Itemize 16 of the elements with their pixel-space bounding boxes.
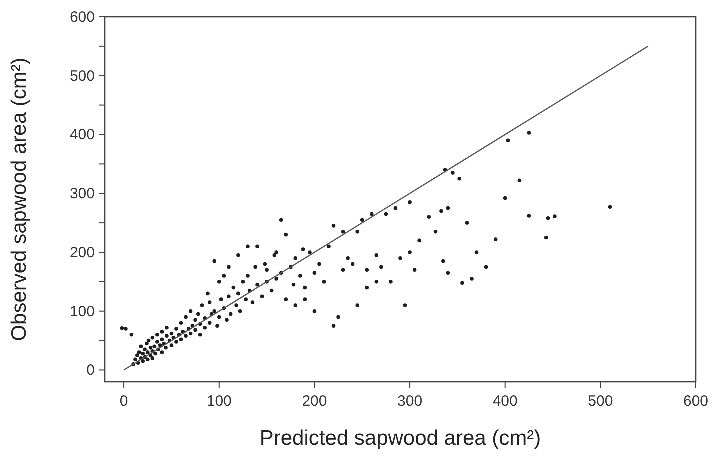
y-tick-label: 0 bbox=[86, 362, 95, 380]
x-tick-label: 100 bbox=[206, 393, 232, 410]
x-axis-title: Predicted sapwood area (cm²) bbox=[260, 427, 542, 450]
x-tick-label: 400 bbox=[492, 393, 518, 410]
x-tick-label: 600 bbox=[683, 393, 709, 410]
x-tick-label: 200 bbox=[302, 393, 328, 410]
y-tick-label: 600 bbox=[70, 9, 95, 26]
x-tick-label: 0 bbox=[120, 393, 128, 410]
x-tick-label: 300 bbox=[398, 393, 423, 410]
x-tick-label: 500 bbox=[588, 393, 614, 410]
y-tick-label: 400 bbox=[70, 126, 95, 144]
y-tick-label: 500 bbox=[70, 68, 95, 85]
y-tick-label: 100 bbox=[70, 303, 95, 320]
y-tick-label: 200 bbox=[70, 244, 95, 262]
y-axis-title: Observed sapwood area (cm²) bbox=[8, 58, 31, 342]
y-tick-label: 300 bbox=[70, 186, 95, 203]
